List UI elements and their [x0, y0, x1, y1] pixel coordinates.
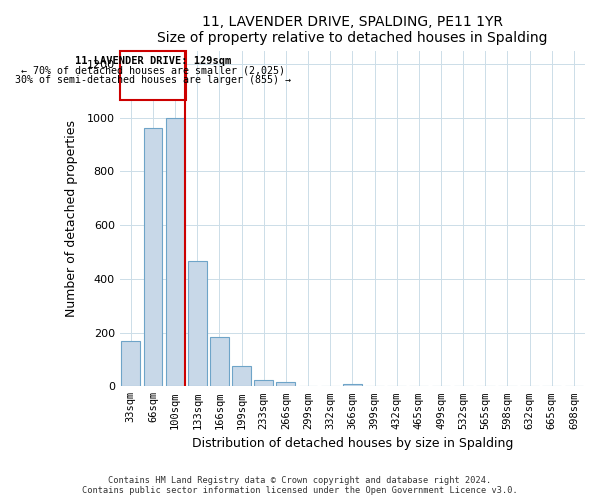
- Bar: [254, 380, 273, 386]
- Bar: [120, 51, 187, 100]
- Bar: [143, 128, 163, 386]
- Bar: [166, 118, 185, 386]
- Bar: [210, 336, 229, 386]
- Bar: [343, 384, 362, 386]
- X-axis label: Distribution of detached houses by size in Spalding: Distribution of detached houses by size …: [191, 437, 513, 450]
- Bar: [188, 262, 206, 386]
- Text: Contains HM Land Registry data © Crown copyright and database right 2024.
Contai: Contains HM Land Registry data © Crown c…: [82, 476, 518, 495]
- Text: 11 LAVENDER DRIVE: 129sqm: 11 LAVENDER DRIVE: 129sqm: [75, 56, 231, 66]
- Bar: [277, 382, 295, 386]
- Text: ← 70% of detached houses are smaller (2,025): ← 70% of detached houses are smaller (2,…: [21, 66, 285, 76]
- Text: 30% of semi-detached houses are larger (855) →: 30% of semi-detached houses are larger (…: [15, 75, 291, 85]
- Bar: [121, 340, 140, 386]
- Bar: [232, 366, 251, 386]
- Title: 11, LAVENDER DRIVE, SPALDING, PE11 1YR
Size of property relative to detached hou: 11, LAVENDER DRIVE, SPALDING, PE11 1YR S…: [157, 15, 548, 45]
- Y-axis label: Number of detached properties: Number of detached properties: [65, 120, 79, 317]
